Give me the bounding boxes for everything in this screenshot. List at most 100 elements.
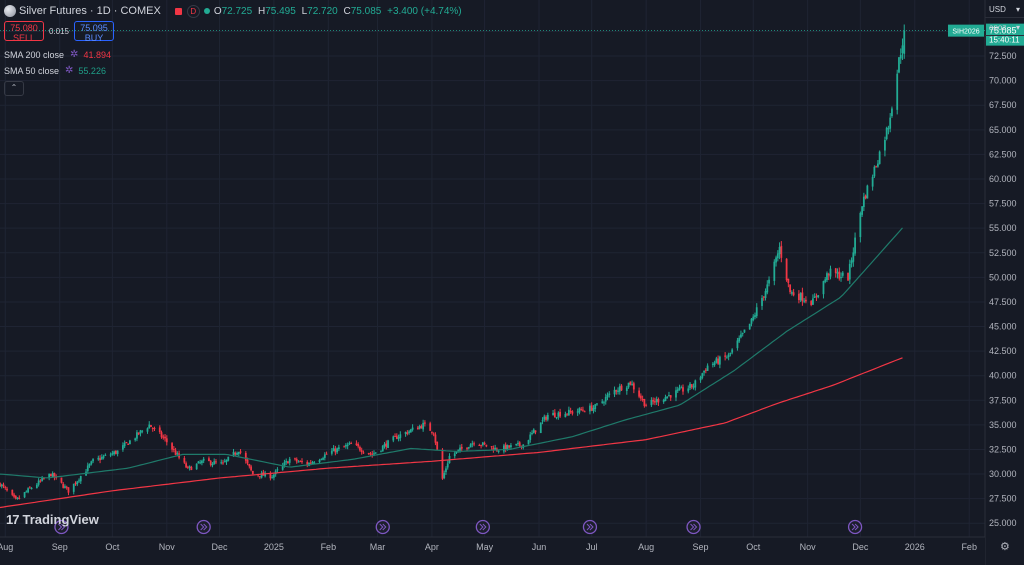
candle-body <box>276 469 279 471</box>
x-tick-label: 2026 <box>905 542 925 552</box>
x-tick-label: Feb <box>321 542 337 552</box>
candle-body <box>0 483 1 487</box>
candle-body <box>251 470 254 475</box>
candle-body <box>424 422 426 424</box>
candle-body <box>4 486 7 488</box>
candle-body <box>792 292 795 296</box>
candle-body <box>64 486 66 488</box>
indicator-sma50[interactable]: SMA 50 close ✲ 55.226 <box>4 65 106 76</box>
candle-body <box>150 424 152 428</box>
currency-select[interactable]: USD ▾ <box>985 2 1024 18</box>
candle-body <box>185 463 188 468</box>
candle-body <box>805 299 807 302</box>
candle-body <box>699 377 702 381</box>
candle-body <box>79 476 82 482</box>
candle-body <box>827 274 830 276</box>
indicator-sma200[interactable]: SMA 200 close ✲ 41.894 <box>4 49 111 60</box>
candle-body <box>901 45 904 54</box>
candle-body <box>706 365 709 371</box>
candle-body <box>731 349 734 353</box>
candle-body <box>567 409 570 416</box>
candle-body <box>99 458 101 461</box>
tradingview-logo[interactable]: 17 TradingView <box>6 512 99 527</box>
candle-body <box>37 480 40 485</box>
scale-select[interactable]: apoz ▾ <box>985 20 1024 36</box>
candle-body <box>165 438 168 443</box>
countdown-label: 15:40:11 <box>989 36 1020 45</box>
sell-button[interactable]: 75.080 SELL <box>4 21 44 43</box>
gear-icon[interactable]: ✲ <box>70 49 79 60</box>
candle-body <box>689 383 691 389</box>
candle-body <box>223 461 226 463</box>
candle-body <box>30 488 33 490</box>
candle-body <box>490 446 493 448</box>
candle-body <box>387 440 389 448</box>
candle-body <box>287 461 289 464</box>
candle-body <box>603 402 605 404</box>
candle-body <box>269 473 272 479</box>
event-arrow-icon <box>200 523 208 531</box>
candle-body <box>323 454 326 458</box>
candle-body <box>508 445 511 448</box>
candle-body <box>395 435 398 439</box>
candle-body <box>332 448 335 452</box>
candle-body <box>409 429 412 433</box>
interval-badge: D <box>186 4 200 18</box>
candle-body <box>812 298 814 305</box>
candle-body <box>88 464 91 466</box>
candle-body <box>336 448 339 453</box>
candle-body <box>111 453 114 455</box>
x-tick-label: Dec <box>211 542 228 552</box>
candle-body <box>859 213 862 238</box>
candle-body <box>211 463 214 466</box>
candle-body <box>186 466 189 468</box>
candle-body <box>701 373 704 378</box>
y-tick-label: 30.000 <box>989 469 1017 479</box>
settings-icon[interactable]: ⚙ <box>1000 541 1010 553</box>
gear-icon[interactable]: ✲ <box>65 65 74 76</box>
candle-body <box>896 73 899 110</box>
candle-body <box>320 459 323 461</box>
candle-body <box>740 334 742 338</box>
y-tick-label: 25.000 <box>989 518 1017 528</box>
candle-body <box>48 473 51 478</box>
candle-body <box>416 427 419 430</box>
symbol-title[interactable]: Silver Futures · 1D · COMEX <box>19 5 161 17</box>
candle-body <box>172 449 175 451</box>
candle-body <box>787 278 790 284</box>
x-tick-label: Jun <box>532 542 547 552</box>
spread-value: 0.015 <box>48 26 70 36</box>
candle-body <box>18 497 21 499</box>
candle-body <box>129 440 131 445</box>
candle-body <box>171 443 173 450</box>
candle-body <box>668 394 670 396</box>
candle-body <box>297 461 300 463</box>
candle-body <box>137 432 140 435</box>
candle-body <box>42 478 45 480</box>
candle-body <box>466 448 468 450</box>
candle-body <box>367 453 370 455</box>
candle-body <box>675 390 677 398</box>
x-tick-label: May <box>476 542 494 552</box>
candle-body <box>822 281 825 295</box>
candle-body <box>878 151 881 164</box>
buy-button[interactable]: 75.095 BUY <box>74 21 114 43</box>
candle-body <box>394 435 396 437</box>
collapse-indicators-button[interactable]: ⌃ <box>4 81 24 96</box>
chevron-up-icon: ⌃ <box>10 83 18 92</box>
candle-body <box>545 416 547 420</box>
tradingview-mark-icon: 17 <box>6 512 20 527</box>
candle-body <box>102 456 105 458</box>
candle-body <box>741 332 744 334</box>
candle-body <box>510 445 512 448</box>
candle-body <box>72 483 75 492</box>
candle-body <box>666 396 669 399</box>
candle-body <box>134 438 137 441</box>
candle-body <box>582 409 584 411</box>
candle-body <box>764 291 767 298</box>
candle-body <box>337 447 340 449</box>
candle-body <box>160 432 163 438</box>
candle-body <box>773 261 776 281</box>
